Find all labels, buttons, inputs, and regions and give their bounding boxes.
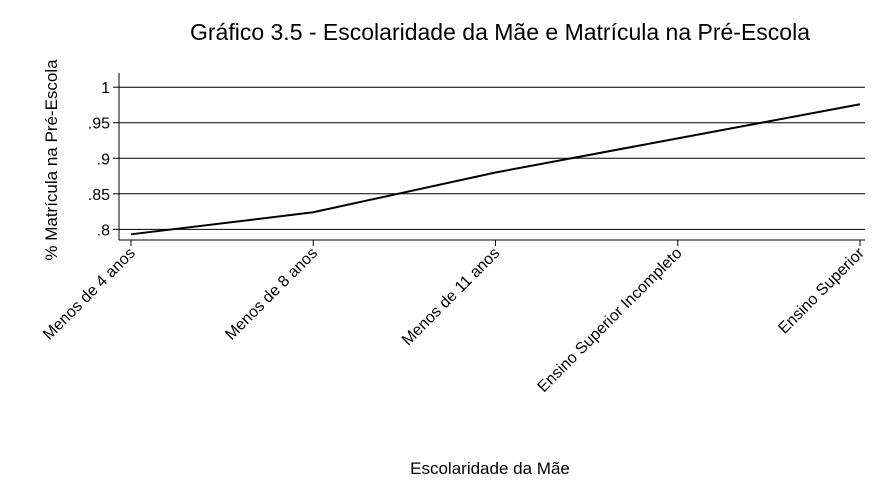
- y-tick-label: .85: [88, 187, 110, 204]
- x-tick-label: Menos de 11 anos: [399, 245, 503, 349]
- y-axis-title: % Matrícula na Pré-Escola: [42, 59, 61, 261]
- y-tick-label: .95: [88, 116, 110, 133]
- x-tick-label: Ensino Superior Incompleto: [535, 245, 686, 396]
- y-tick-label: .8: [97, 222, 110, 239]
- chart-title: Gráfico 3.5 - Escolaridade da Mãe e Matr…: [190, 19, 810, 45]
- x-axis-title: Escolaridade da Mãe: [410, 459, 570, 478]
- y-tick-label: .9: [97, 151, 110, 168]
- x-tick-label: Menos de 8 anos: [222, 245, 321, 344]
- data-line: [130, 103, 861, 236]
- x-tick-label: Ensino Superior: [775, 244, 868, 337]
- y-tick-label: 1: [101, 80, 110, 97]
